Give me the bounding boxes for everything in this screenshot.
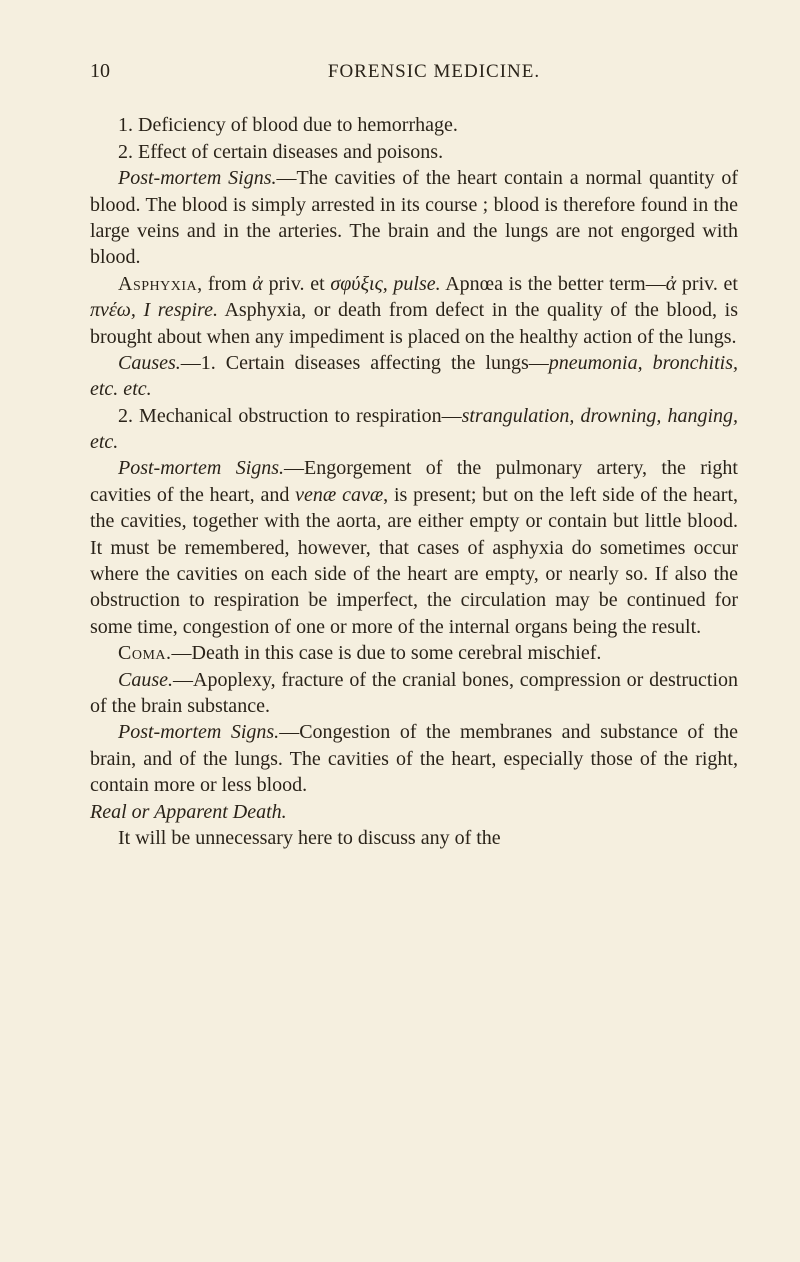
para-cause-coma: Cause.—Apoplexy, fracture of the cranial… — [90, 667, 738, 720]
para-final: It will be unnecessary here to discuss a… — [90, 825, 738, 851]
text: 2. Mechanical obstruction to respiration… — [118, 405, 462, 427]
text: , is present; but on the left side of th… — [90, 484, 738, 638]
text: —Death in this case is due to some cereb… — [172, 642, 602, 664]
para-postmortem-3: Post-mortem Signs.—Congestion of the mem… — [90, 719, 738, 798]
running-head: FORENSIC MEDICINE. — [150, 59, 738, 84]
para-postmortem-2: Post-mortem Signs.—Engorgement of the pu… — [90, 455, 738, 640]
para-coma: Coma.—Death in this case is due to some … — [90, 640, 738, 666]
list-item-1: 1. Deficiency of blood due to hemorrhage… — [90, 112, 738, 138]
text: Apnœa is the better term— — [441, 273, 666, 295]
text: priv. et — [263, 273, 330, 295]
term-asphyxia: Asphyxia — [118, 273, 197, 295]
text: priv. et — [676, 273, 738, 295]
term-cause: Cause. — [118, 669, 173, 691]
page-header: 10 FORENSIC MEDICINE. — [90, 58, 738, 84]
greek-pneo: πνέω, I respire. — [90, 299, 218, 321]
body-text: 1. Deficiency of blood due to hemorrhage… — [90, 112, 738, 851]
term-causes: Causes. — [118, 352, 181, 374]
text: , from — [197, 273, 252, 295]
term-postmortem-signs: Post-mortem Signs. — [118, 167, 277, 189]
page-number: 10 — [90, 58, 150, 84]
page: 10 FORENSIC MEDICINE. 1. Deficiency of b… — [0, 0, 800, 1262]
term-venae-cavae: venæ cavæ — [295, 484, 383, 506]
para-causes: Causes.—1. Certain diseases affecting th… — [90, 350, 738, 403]
greek-a-2: ἀ — [666, 273, 677, 295]
para-asphyxia: Asphyxia, from ἀ priv. et σφύξις, pulse.… — [90, 271, 738, 350]
term-postmortem-signs-3: Post-mortem Signs. — [118, 721, 279, 743]
para-postmortem-1: Post-mortem Signs.—The cavities of the h… — [90, 165, 738, 271]
section-heading: Real or Apparent Death. — [90, 799, 738, 825]
para-mechanical: 2. Mechanical obstruction to respiration… — [90, 403, 738, 456]
term-coma: Coma. — [118, 642, 172, 664]
greek-a-1: ἀ — [252, 273, 263, 295]
text: —Apoplexy, fracture of the cranial bones… — [90, 669, 738, 717]
term-postmortem-signs-2: Post-mortem Signs. — [118, 457, 284, 479]
greek-sphyxis: σφύξις, pulse. — [330, 273, 440, 295]
list-item-2: 2. Effect of certain diseases and poison… — [90, 139, 738, 165]
text: —1. Certain diseases affecting the lungs… — [181, 352, 549, 374]
